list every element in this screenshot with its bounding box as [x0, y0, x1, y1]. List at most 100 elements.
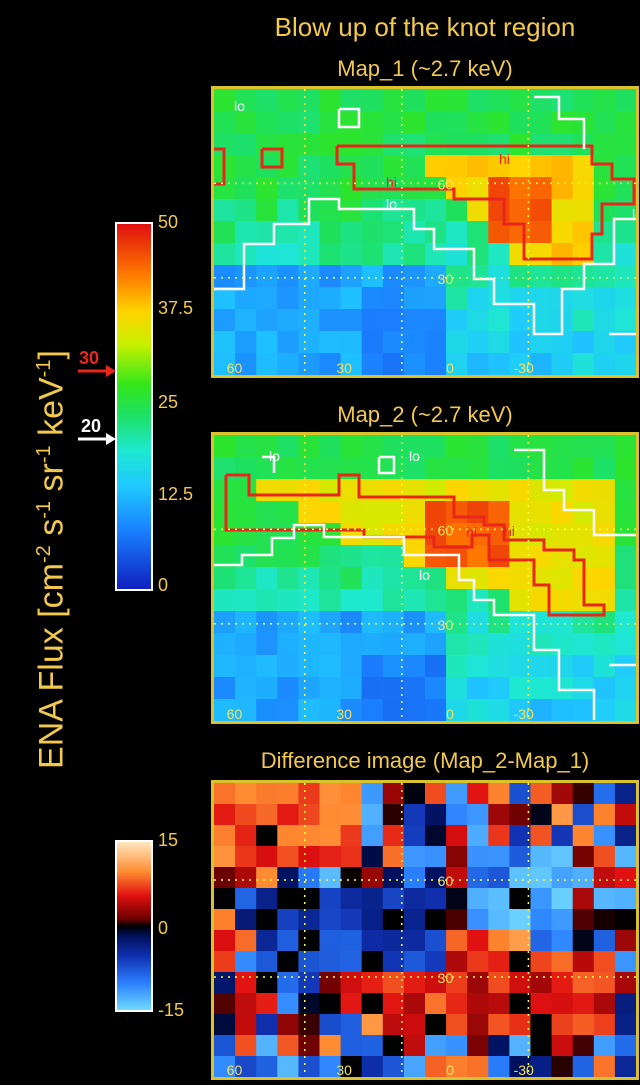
diff-pixel [235, 909, 257, 931]
diff-pixel [572, 951, 595, 973]
map-pixel [235, 699, 257, 721]
diff-tick-0: 0 [158, 918, 169, 938]
map-pixel [361, 633, 384, 656]
map-pixel [319, 545, 342, 568]
map-pixel [298, 699, 320, 721]
diff-pixel [467, 804, 489, 826]
y-axis-label: ENA Flux [cm-2 s-1 sr-1 keV-1] [32, 350, 71, 769]
map-pixel [319, 655, 342, 678]
lon-label: 60 [227, 360, 243, 375]
diff-pixel [593, 909, 616, 931]
diff-pixel [214, 951, 236, 973]
map-pixel [235, 265, 257, 288]
diff-pixel [572, 867, 595, 889]
map-pixel [340, 353, 363, 375]
map-pixel [340, 309, 363, 332]
diff-pixel [382, 993, 405, 1015]
map-pixel [530, 155, 553, 178]
lo-contour [214, 523, 596, 720]
diff-pixel [319, 972, 342, 994]
diff-pixel [509, 846, 531, 868]
lat-label: 60 [438, 176, 454, 192]
map-pixel [593, 435, 616, 458]
map-pixel [446, 501, 468, 524]
map-pixel [425, 435, 447, 458]
map-pixel [235, 523, 257, 546]
map-pixel [425, 287, 447, 310]
map-pixel [530, 479, 553, 502]
diff-pixel [530, 825, 553, 847]
diff-pixel [530, 804, 553, 826]
map-pixel [593, 265, 616, 288]
map-pixel [340, 435, 363, 458]
diff-pixel [425, 888, 447, 910]
diff-pixel [235, 888, 257, 910]
map-pixel [530, 611, 553, 634]
map-pixel [298, 655, 320, 678]
map-pixel [214, 265, 236, 288]
diff-pixel [614, 846, 636, 868]
diff-pixel [214, 972, 236, 994]
map-pixel [467, 457, 489, 480]
flux-tick-12-5: 12.5 [158, 484, 194, 504]
diff-pixel [403, 783, 426, 805]
diff-pixel [614, 1056, 636, 1077]
diff-pixel [551, 909, 574, 931]
map-pixel [361, 611, 384, 634]
map-pixel [614, 133, 636, 156]
map-pixel [298, 155, 320, 178]
lon-label: 30 [336, 1062, 352, 1077]
map-pixel [446, 353, 468, 375]
diff-pixel [235, 993, 257, 1015]
diff-pixel [235, 783, 257, 805]
map-pixel [403, 567, 426, 590]
diff-pixel [593, 1014, 616, 1036]
map-pixel [467, 89, 489, 112]
map-pixel [467, 177, 489, 200]
hi-contour [214, 147, 226, 186]
diff-pixel [214, 1056, 236, 1077]
map-pixel [214, 353, 236, 375]
map-pixel [298, 331, 320, 354]
diff-pixel [298, 1014, 320, 1036]
map-pixel [403, 611, 426, 634]
diff-pixel [403, 972, 426, 994]
diff-pixel [614, 1014, 636, 1036]
diff-title: Difference image (Map_2-Map_1) [260, 748, 590, 773]
diff-pixel [425, 867, 447, 889]
map-pixel [572, 677, 595, 700]
map-pixel [403, 243, 426, 266]
map-pixel [277, 309, 299, 332]
map-pixel [509, 133, 531, 156]
map-pixel [614, 677, 636, 700]
map-pixel [256, 523, 278, 546]
diff-pixel [361, 846, 384, 868]
map-pixel [509, 435, 531, 458]
diff-pixel [446, 930, 468, 952]
map-pixel [235, 89, 257, 112]
map-pixel [298, 677, 320, 700]
map-pixel [361, 567, 384, 590]
map-pixel [530, 243, 553, 266]
diff-pixel [614, 867, 636, 889]
map-pixel [530, 111, 553, 134]
map-pixel [488, 435, 510, 458]
map-pixel [382, 221, 405, 244]
diff-pixel [382, 972, 405, 994]
map-pixel [446, 221, 468, 244]
map-pixel [340, 221, 363, 244]
map-pixel [319, 89, 342, 112]
map-pixel [298, 353, 320, 375]
diff-pixel [593, 888, 616, 910]
diff-pixel [488, 972, 510, 994]
map-pixel [277, 567, 299, 590]
diff-pixel [403, 867, 426, 889]
map-pixel [214, 309, 236, 332]
map-pixel [382, 89, 405, 112]
map-pixel [530, 655, 553, 678]
map-pixel [572, 633, 595, 656]
diff-pixel [593, 951, 616, 973]
diff-pixel [256, 1056, 278, 1077]
map-pixel [572, 457, 595, 480]
map-pixel [488, 457, 510, 480]
